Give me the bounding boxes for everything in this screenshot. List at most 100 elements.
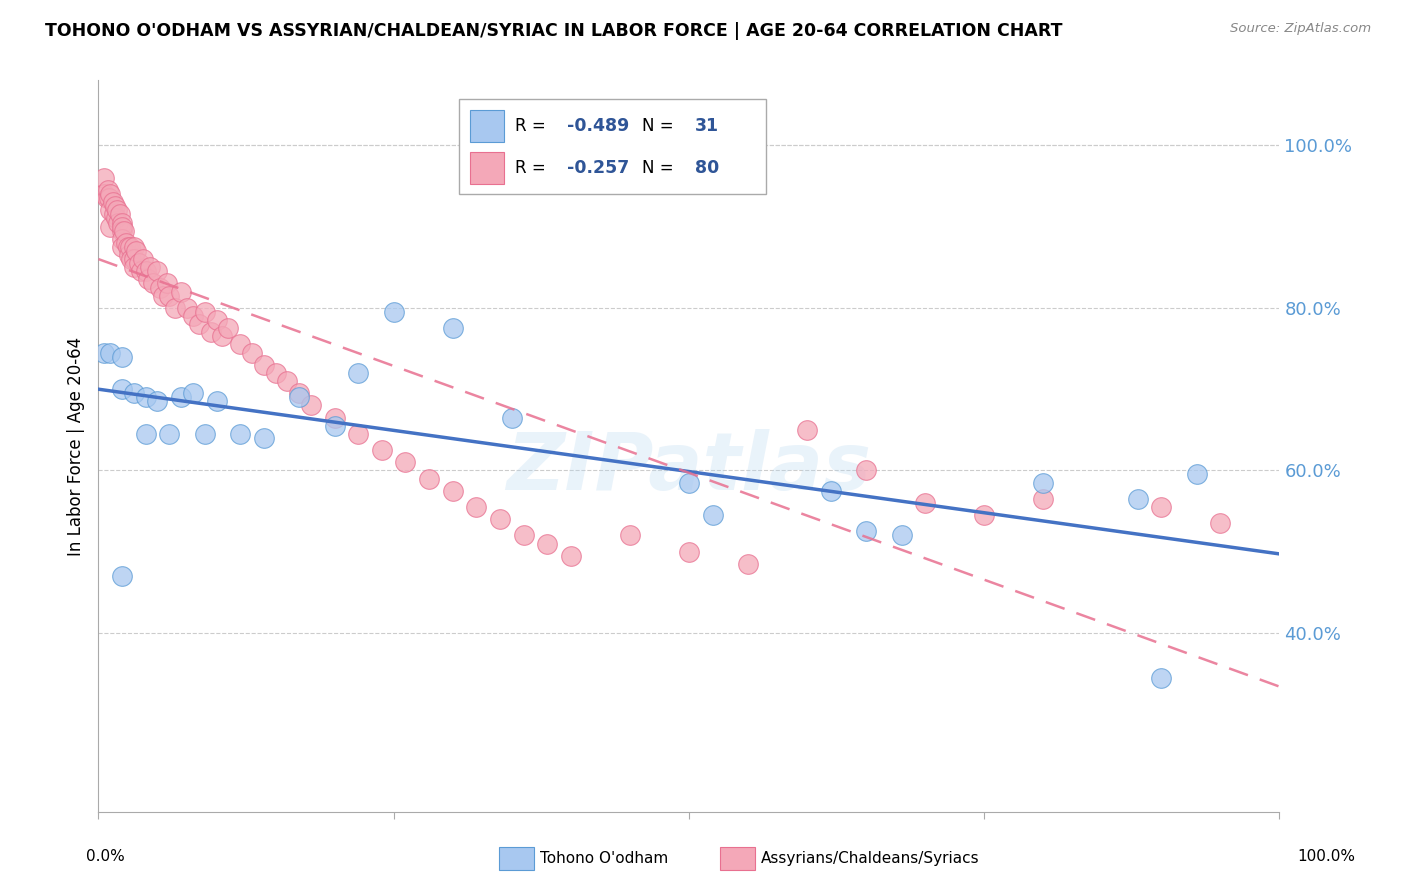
Point [205,313,228,327]
Point [276,374,298,388]
Point [96,191,118,205]
Point [501,410,523,425]
Point [117,240,139,254]
Point [132,252,155,266]
Text: N =: N = [641,159,679,177]
Point [135,426,157,441]
Point [98,219,121,234]
Point [125,244,148,258]
Point [107,215,129,229]
Y-axis label: In Labor Force | Age 20-64: In Labor Force | Age 20-64 [66,336,84,556]
Text: Assyrians/Chaldeans/Syriacs: Assyrians/Chaldeans/Syriacs [761,852,979,866]
Point [1032,491,1054,506]
Point [101,195,124,210]
Point [93,170,115,185]
Point [1185,467,1208,482]
Point [299,398,322,412]
Text: R =: R = [516,118,551,136]
Point [146,394,169,409]
Point [678,475,700,490]
Point [890,528,912,542]
Point [114,235,136,250]
Point [111,240,134,254]
FancyBboxPatch shape [458,99,766,194]
Point [176,301,198,315]
Point [149,280,172,294]
Text: -0.489: -0.489 [567,118,630,136]
Point [122,240,145,254]
Point [157,426,180,441]
Point [152,288,174,302]
Text: 80: 80 [695,159,718,177]
Point [108,207,131,221]
Point [105,203,128,218]
Point [1032,475,1054,490]
Point [465,500,488,514]
Point [560,549,582,563]
Point [914,496,936,510]
Point [441,321,464,335]
Point [820,483,842,498]
Point [165,301,187,315]
Point [347,366,370,380]
Point [702,508,724,522]
Point [194,426,217,441]
Point [122,386,145,401]
Point [111,350,134,364]
Point [418,471,440,485]
FancyBboxPatch shape [471,152,503,184]
Point [98,187,121,202]
Point [136,272,159,286]
Point [135,264,157,278]
Point [157,288,180,302]
Point [323,410,346,425]
Point [120,240,142,254]
Point [371,443,394,458]
Point [142,277,165,291]
Point [98,191,121,205]
Point [796,423,818,437]
Text: Source: ZipAtlas.com: Source: ZipAtlas.com [1230,22,1371,36]
Point [135,390,157,404]
Text: 31: 31 [695,118,718,136]
Point [855,524,877,539]
Point [512,528,534,542]
Point [1209,516,1232,531]
Point [146,264,169,278]
Point [105,211,128,226]
Point [181,309,204,323]
Point [111,382,134,396]
Point [122,260,145,275]
FancyBboxPatch shape [471,111,503,143]
Point [122,252,145,266]
Point [737,557,759,571]
Point [264,366,287,380]
Point [98,345,121,359]
Text: ZIPatlas: ZIPatlas [506,429,872,507]
Point [129,264,152,278]
Point [229,337,252,351]
Point [93,187,115,202]
Point [111,215,134,229]
Point [181,386,204,401]
Point [855,463,877,477]
Point [111,569,134,583]
Point [394,455,416,469]
Point [619,528,641,542]
Text: 0.0%: 0.0% [86,849,125,864]
Text: TOHONO O'ODHAM VS ASSYRIAN/CHALDEAN/SYRIAC IN LABOR FORCE | AGE 20-64 CORRELATIO: TOHONO O'ODHAM VS ASSYRIAN/CHALDEAN/SYRI… [45,22,1063,40]
Point [217,321,239,335]
Point [229,426,252,441]
Point [104,199,127,213]
Text: -0.257: -0.257 [567,159,630,177]
Point [489,512,512,526]
Point [156,277,179,291]
Point [253,358,276,372]
Text: Tohono O'odham: Tohono O'odham [540,852,668,866]
Point [121,252,143,266]
Point [205,394,228,409]
Point [253,431,276,445]
Point [139,260,162,275]
Point [200,325,222,339]
Point [98,203,121,218]
